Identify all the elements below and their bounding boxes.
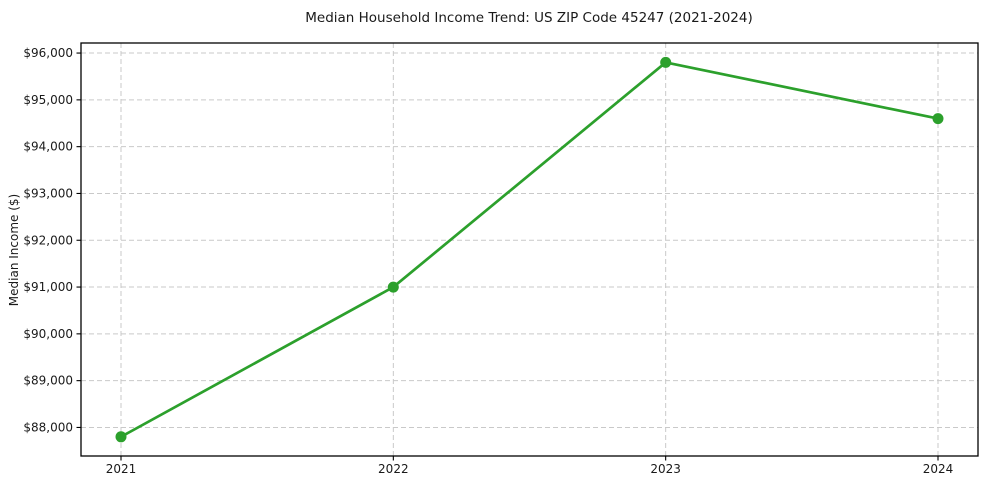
y-tick-label: $93,000 — [23, 186, 73, 200]
data-series — [115, 56, 944, 443]
y-tick-label: $91,000 — [23, 280, 73, 294]
plot-border — [80, 42, 979, 457]
y-axis-label: Median Income ($) — [7, 194, 21, 306]
axes: $88,000 $89,000 $90,000 $91,000 $92,000 $93,0… — [23, 42, 979, 476]
y-tick-label: $96,000 — [23, 46, 73, 60]
x-tick-label: 2021 — [106, 462, 137, 476]
chart-title: Median Household Income Trend: US ZIP Co… — [305, 10, 753, 26]
data-point-2024 — [932, 113, 944, 125]
x-tick-label: 2024 — [923, 462, 954, 476]
grid-lines — [81, 43, 978, 456]
data-point-2023 — [660, 56, 672, 68]
y-tick-label: $88,000 — [23, 420, 73, 434]
x-tick-label: 2022 — [378, 462, 409, 476]
y-tick-label: $90,000 — [23, 327, 73, 341]
y-tick-label: $89,000 — [23, 374, 73, 388]
y-tick-label: $95,000 — [23, 93, 73, 107]
data-point-2021 — [115, 431, 127, 443]
y-tick-label: $92,000 — [23, 233, 73, 247]
y-tick-label: $94,000 — [23, 140, 73, 154]
data-point-2022 — [387, 281, 399, 293]
x-tick-label: 2023 — [650, 462, 681, 476]
data-line — [119, 61, 940, 439]
